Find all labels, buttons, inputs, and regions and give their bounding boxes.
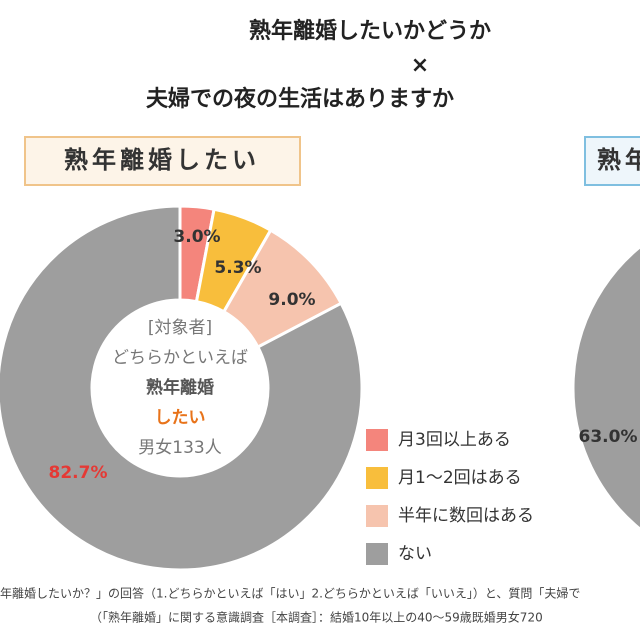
panel-label: 熟年 bbox=[597, 146, 640, 174]
legend-label: 月1～2回はある bbox=[398, 468, 522, 488]
legend-swatch bbox=[366, 429, 388, 451]
value-label: 9.0% bbox=[268, 290, 315, 310]
legend-label: 半年に数回はある bbox=[398, 506, 534, 526]
chart-title: 夫婦での夜の生活はありますか bbox=[146, 86, 454, 112]
legend-label: ない bbox=[398, 544, 432, 564]
center-text: したい bbox=[155, 408, 206, 428]
value-label: 3.0% bbox=[173, 227, 220, 247]
value-label: 5.3% bbox=[214, 258, 261, 278]
panel-box bbox=[24, 136, 301, 186]
panel-label: 熟年離婚したい bbox=[64, 146, 260, 174]
chart-title: 熟年離婚したいかどうか bbox=[249, 18, 491, 44]
center-text: 熟年離婚 bbox=[146, 377, 214, 398]
legend-label: 月3回以上ある bbox=[398, 430, 511, 450]
legend-swatch bbox=[366, 467, 388, 489]
panel-box bbox=[584, 136, 640, 186]
donut-slice bbox=[571, 245, 640, 531]
legend-swatch bbox=[366, 505, 388, 527]
center-text: [対象者] bbox=[148, 318, 212, 338]
footnote: （「熟年離婚」に関する意識調査［本調査］：結婚10年以上の40～59歳既婚男女7… bbox=[90, 610, 543, 625]
center-text: どちらかといえば bbox=[112, 348, 248, 368]
value-label: 63.0% bbox=[579, 427, 638, 447]
legend-swatch bbox=[366, 543, 388, 565]
footnote: 年離婚したいか？」の回答（1.どちらかといえば「はい」2.どちらかといえば「いい… bbox=[0, 586, 580, 601]
donut-slice bbox=[0, 204, 364, 572]
value-label: 82.7% bbox=[49, 463, 108, 483]
center-text: 男女133人 bbox=[138, 438, 221, 458]
chart-title: × bbox=[411, 53, 429, 78]
